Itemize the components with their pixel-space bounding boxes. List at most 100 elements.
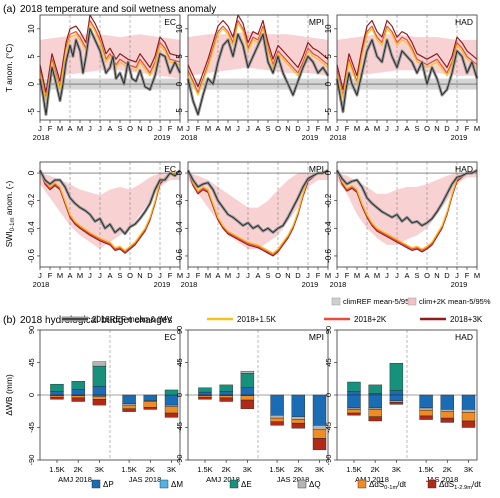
month-tick-label: M [177, 271, 183, 280]
month-tick-label: F [196, 271, 201, 280]
bar-segment [291, 422, 306, 429]
bar-segment [347, 381, 361, 392]
month-tick-label: O [127, 271, 133, 280]
bar-segment [368, 409, 382, 417]
y-tick-label: -0.4 [27, 221, 36, 235]
year-label: 2019 [302, 133, 319, 142]
bar-segment [143, 394, 158, 401]
month-tick-label: M [374, 271, 380, 280]
y-tick-label: 0 [175, 170, 184, 175]
series-2018ref [39, 28, 181, 115]
month-tick-label: S [414, 124, 419, 133]
model-label: HAD [455, 164, 473, 174]
year-label: 2019 [154, 133, 171, 142]
category-label: 2K [146, 465, 155, 474]
legend-label: clim+2K mean-5/95% [419, 297, 491, 306]
month-tick-label: M [325, 124, 331, 133]
group-label: JAS 2018 [277, 475, 310, 484]
bar-segment [368, 394, 382, 409]
bar-segment [71, 381, 85, 390]
month-tick-label: A [67, 271, 72, 280]
month-tick-label: A [404, 124, 409, 133]
month-tick-label: O [127, 124, 133, 133]
year-label: 2018 [33, 280, 50, 289]
category-label: 1.5K [197, 465, 212, 474]
legend-label: ΔM [171, 480, 183, 489]
month-tick-label: M [177, 124, 183, 133]
y-tick-label: 45 [324, 358, 333, 366]
y-tick-label: 90 [175, 326, 184, 334]
y-tick-label: -0.4 [175, 221, 184, 235]
month-tick-label: A [107, 124, 112, 133]
bar-segment [50, 396, 64, 400]
month-tick-label: A [215, 271, 220, 280]
month-tick-label: N [285, 271, 290, 280]
bar-segment [198, 387, 212, 393]
temp-y-axis-label: T anom. (°C) [4, 44, 14, 93]
month-tick-label: F [48, 271, 53, 280]
month-tick-label: A [255, 271, 260, 280]
series-2018ref [336, 169, 478, 227]
month-tick-label: J [395, 124, 399, 133]
month-tick-label: A [255, 124, 260, 133]
bar-segment [92, 399, 107, 406]
month-tick-label: M [77, 124, 83, 133]
bar-segment [312, 394, 327, 426]
month-tick-label: M [474, 271, 480, 280]
bar-segment [122, 408, 136, 412]
month-tick-label: J [88, 271, 92, 280]
bar-segment [219, 397, 233, 402]
legend-swatch [159, 479, 169, 489]
bar-segment [440, 417, 455, 423]
model-label: MPI [309, 164, 324, 174]
legend-label: ΔP [103, 480, 114, 489]
bar-segment [368, 416, 382, 422]
month-tick-label: M [205, 271, 211, 280]
month-tick-label: J [335, 271, 339, 280]
bar-segment [440, 394, 455, 410]
month-tick-label: F [168, 124, 173, 133]
bar-segment [368, 407, 382, 410]
year-label: 2019 [154, 280, 171, 289]
month-tick-label: J [455, 124, 459, 133]
bar-segment [240, 395, 255, 401]
y-tick-label: -0.6 [175, 249, 184, 263]
bar-segment [419, 394, 433, 409]
legend-label: climREF mean-5/95% [343, 297, 416, 306]
month-tick-label: J [236, 271, 240, 280]
year-label: 2019 [451, 133, 468, 142]
bar-segment [347, 412, 361, 416]
bar-segment [240, 370, 255, 374]
bar-segment [240, 399, 255, 409]
model-label: HAD [455, 332, 473, 342]
month-tick-label: J [306, 271, 310, 280]
bar-segment [291, 419, 306, 424]
bar-segment [219, 395, 233, 399]
month-tick-label: A [215, 124, 220, 133]
month-tick-label: J [158, 271, 162, 280]
y-tick-label: 0 [324, 393, 333, 397]
month-tick-label: M [474, 124, 480, 133]
month-tick-label: N [137, 124, 142, 133]
bar-segment [219, 384, 233, 392]
month-tick-label: A [404, 271, 409, 280]
month-tick-label: J [455, 271, 459, 280]
month-tick-label: D [444, 271, 450, 280]
y-tick-label: 10 [324, 24, 333, 33]
month-tick-label: D [295, 271, 301, 280]
y-tick-label: -45 [175, 422, 184, 433]
month-tick-label: D [295, 124, 301, 133]
month-tick-label: J [246, 271, 250, 280]
legend-swatch [91, 479, 101, 489]
month-tick-label: M [225, 124, 231, 133]
category-label: 1.5K [269, 465, 284, 474]
bar-segment [347, 407, 361, 410]
y-tick-label: -90 [324, 455, 333, 466]
series-20183k [39, 14, 181, 93]
month-tick-label: M [325, 271, 331, 280]
